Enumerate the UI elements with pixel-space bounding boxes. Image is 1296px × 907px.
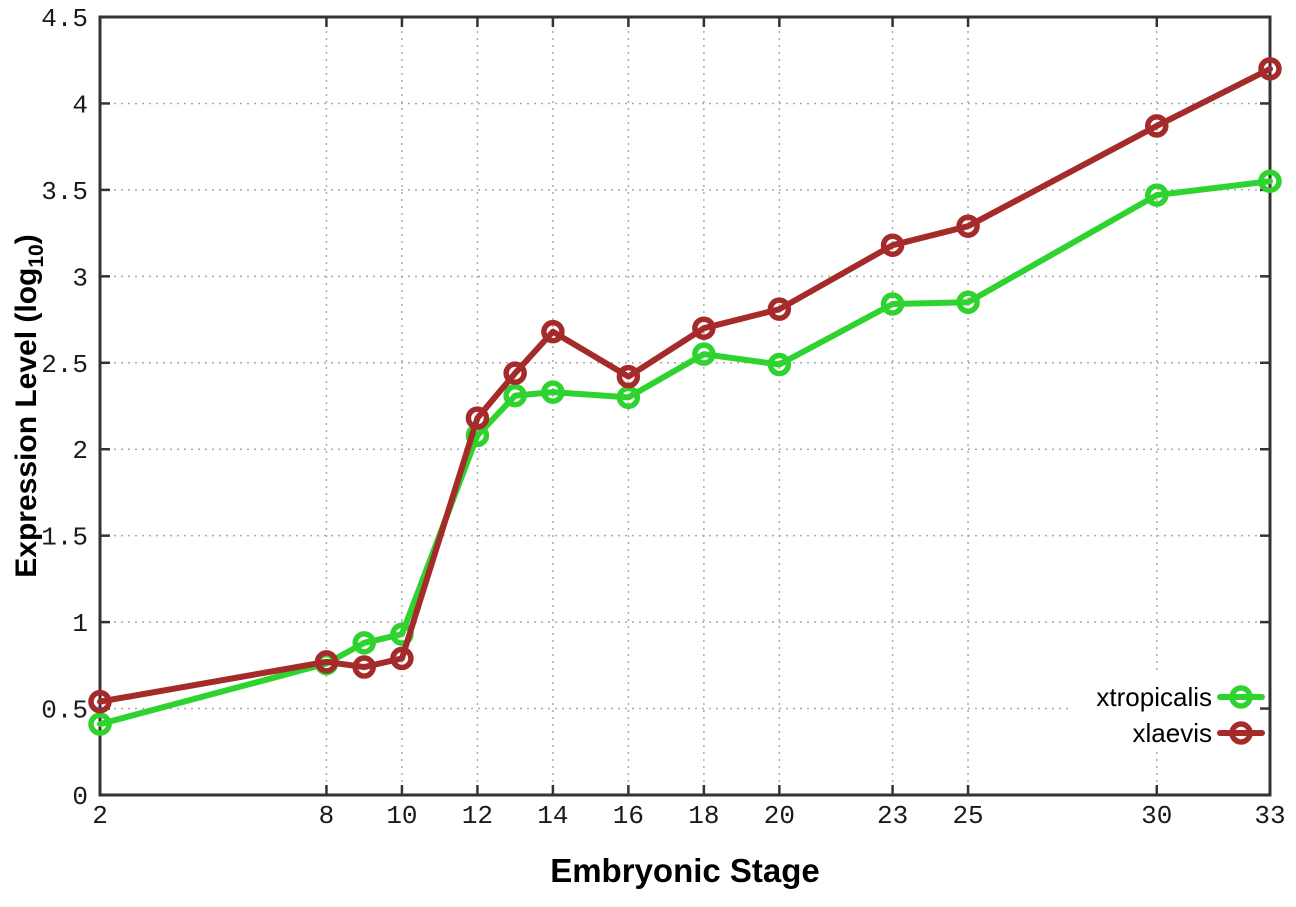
legend-sample-marker-xtropicalis [1229, 685, 1253, 709]
x-axis-title: Embryonic Stage [550, 852, 820, 889]
data-point-xtropicalis-20 [767, 352, 792, 377]
data-point-xtropicalis-2 [88, 712, 112, 736]
y-tick-label-1.5: 1.5 [41, 523, 88, 553]
x-tick-label-25: 25 [952, 801, 983, 831]
x-tick-label-8: 8 [319, 801, 335, 831]
y-tick-label-4: 4 [72, 90, 88, 120]
data-point-xlaevis-13 [503, 361, 527, 385]
plot-border [98, 15, 1272, 797]
x-tick-label-12: 12 [462, 801, 493, 831]
x-tick-label-16: 16 [613, 801, 644, 831]
data-point-xlaevis-9 [352, 655, 376, 679]
x-tick-label-14: 14 [537, 801, 568, 831]
data-point-xlaevis-30 [1145, 114, 1169, 138]
y-tick-label-4.5: 4.5 [41, 4, 88, 34]
y-tick-label-0: 0 [72, 782, 88, 812]
data-point-xlaevis-33 [1258, 57, 1282, 81]
x-tick-label-30: 30 [1141, 801, 1172, 831]
y-axis-title-end: ) [10, 234, 43, 244]
data-point-xtropicalis-33 [1258, 169, 1282, 193]
y-tick-label-0.5: 0.5 [41, 696, 88, 726]
data-point-xtropicalis-13 [503, 383, 527, 408]
x-tick-label-23: 23 [877, 801, 908, 831]
x-tick-label-2: 2 [92, 801, 108, 831]
series-line-xtropicalis [97, 178, 1273, 728]
data-point-xlaevis-18 [692, 316, 716, 340]
legend-label-xtropicalis: xtropicalis [1096, 682, 1212, 712]
data-point-xlaevis-14 [541, 319, 565, 344]
data-point-xlaevis-8 [314, 650, 339, 674]
y-axis-title: Expression Level (log10) [10, 234, 48, 577]
legend-label-xlaevis: xlaevis [1133, 718, 1212, 748]
data-point-xtropicalis-30 [1145, 183, 1169, 207]
y-tick-label-3.5: 3.5 [41, 177, 88, 207]
y-tick-label-3: 3 [72, 263, 88, 293]
x-tick-label-33: 33 [1254, 801, 1285, 831]
y-tick-label-2: 2 [72, 436, 88, 466]
series-layer [88, 57, 1282, 736]
y-tick-label-2.5: 2.5 [41, 350, 88, 380]
legend: xtropicalis xlaevis [1096, 682, 1265, 748]
data-point-xtropicalis-9 [352, 631, 376, 655]
data-point-xlaevis-10 [390, 646, 414, 671]
x-tick-label-20: 20 [764, 801, 795, 831]
data-point-xlaevis-16 [616, 364, 641, 389]
x-tick-label-18: 18 [688, 801, 719, 831]
data-point-xtropicalis-25 [956, 290, 980, 315]
data-point-xlaevis-25 [956, 214, 980, 238]
y-tick-label-1: 1 [72, 609, 88, 639]
tick-layer: 2 8 10 12 14 16 18 20 23 25 30 33 0 0.5 1 1.5 2 2.5 3 3.5 4 4… [41, 4, 1285, 831]
x-tick-label-10: 10 [386, 801, 417, 831]
data-point-xlaevis-20 [767, 297, 792, 321]
legend-sample-markers [1217, 685, 1265, 745]
data-point-xtropicalis-18 [692, 342, 716, 366]
data-point-xtropicalis-14 [541, 380, 565, 404]
y-axis-title-main: Expression Level (log [10, 268, 43, 578]
data-point-xlaevis-12 [465, 406, 490, 430]
legend-sample-marker-xlaevis [1229, 721, 1253, 745]
data-point-xtropicalis-23 [880, 292, 905, 316]
data-point-xlaevis-23 [880, 233, 905, 257]
series-line-xlaevis [97, 65, 1273, 705]
y-axis-title-subscript: 10 [25, 244, 48, 267]
data-point-xlaevis-2 [88, 689, 112, 714]
